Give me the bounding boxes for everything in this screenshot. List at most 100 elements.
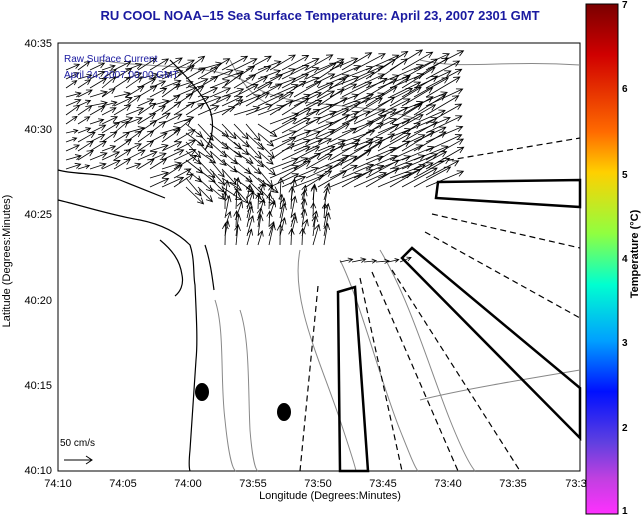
current-arrow	[323, 211, 331, 237]
current-arrow	[101, 69, 117, 80]
current-arrow	[401, 96, 434, 116]
current-arrow	[256, 213, 264, 237]
current-arrow	[65, 80, 78, 89]
current-arrow	[269, 68, 297, 80]
bathymetry-contours	[99, 59, 581, 472]
current-arrow	[413, 53, 450, 71]
current-arrow	[185, 78, 209, 89]
current-arrow	[137, 85, 158, 98]
current-arrow	[305, 153, 333, 170]
current-arrow	[101, 64, 116, 71]
current-arrow	[65, 63, 81, 71]
current-arrow	[233, 132, 250, 148]
current-arrow	[401, 104, 437, 125]
current-arrow	[317, 108, 350, 125]
current-arrow	[329, 93, 360, 107]
ytick-label: 40:20	[24, 295, 52, 307]
current-arrow	[401, 75, 439, 98]
colorbar-tick: 4	[622, 254, 628, 265]
annotation-line-1: Raw Surface Current	[64, 54, 158, 65]
current-arrow	[305, 170, 333, 188]
current-arrow	[300, 197, 308, 219]
current-arrow	[209, 132, 229, 150]
current-arrow	[65, 137, 78, 143]
current-arrow	[234, 223, 241, 246]
current-arrow	[197, 177, 214, 192]
current-arrow	[257, 93, 284, 107]
current-arrow	[269, 143, 295, 161]
current-arrow	[221, 99, 244, 116]
current-arrow	[401, 153, 438, 170]
current-arrow	[173, 173, 194, 188]
current-arrow	[281, 97, 310, 116]
current-arrow	[401, 145, 435, 161]
current-arrow	[101, 107, 117, 116]
current-arrow	[233, 188, 240, 210]
current-arrow	[149, 143, 169, 152]
current-arrow	[101, 145, 117, 152]
current-arrow	[305, 138, 333, 152]
current-arrow	[257, 60, 282, 71]
current-arrow	[269, 130, 297, 143]
current-arrow	[89, 77, 108, 89]
current-arrow	[125, 85, 145, 98]
current-arrow	[113, 96, 133, 107]
current-arrow	[293, 67, 320, 80]
current-arrow	[77, 140, 94, 152]
current-arrow	[317, 143, 346, 161]
colorbar-label: Temperature (°C)	[629, 209, 641, 299]
current-arrow	[413, 131, 447, 152]
current-arrow	[353, 172, 387, 188]
current-arrow	[257, 69, 282, 80]
xtick-label: 73:45	[369, 478, 397, 490]
current-arrow	[279, 197, 287, 219]
current-arrow	[101, 76, 117, 89]
current-arrow	[323, 202, 331, 228]
current-arrow	[281, 65, 310, 80]
current-arrow	[269, 118, 298, 134]
current-arrow	[233, 177, 255, 193]
current-vectors	[65, 49, 465, 264]
current-arrow	[353, 141, 383, 161]
current-arrow	[101, 151, 121, 161]
current-arrow	[65, 72, 80, 80]
x-axis-label: Longitude (Degrees:Minutes)	[259, 490, 401, 502]
current-arrow	[279, 202, 287, 228]
current-arrow	[197, 123, 214, 142]
current-arrow	[89, 90, 108, 98]
current-arrow	[173, 154, 198, 170]
xtick-label: 74:10	[44, 478, 72, 490]
current-arrow	[245, 55, 272, 71]
current-arrow	[281, 118, 311, 134]
current-arrow	[77, 105, 93, 116]
current-arrow	[413, 166, 452, 188]
current-arrow	[173, 168, 192, 179]
current-arrow	[125, 116, 143, 125]
current-arrow	[329, 142, 360, 161]
current-arrow	[305, 165, 333, 179]
current-arrow	[269, 157, 299, 170]
current-arrow	[173, 80, 194, 89]
current-arrow	[353, 97, 383, 116]
current-arrow	[329, 127, 358, 143]
current-arrow	[365, 167, 400, 188]
current-arrow	[365, 58, 396, 80]
current-arrow	[113, 138, 132, 152]
current-arrow	[317, 114, 350, 134]
current-arrow	[317, 88, 345, 107]
current-arrow	[149, 170, 169, 179]
current-arrow	[377, 98, 411, 116]
current-arrow	[281, 73, 310, 89]
current-arrow	[221, 186, 243, 201]
current-arrow	[341, 93, 375, 107]
current-arrow	[233, 84, 259, 98]
current-arrow	[185, 177, 202, 197]
current-arrow	[149, 158, 168, 170]
current-arrow	[339, 257, 354, 263]
current-arrow	[149, 71, 172, 80]
xtick-label: 73:3	[565, 478, 587, 490]
current-arrow	[221, 159, 238, 173]
current-arrow	[257, 177, 279, 194]
current-arrow	[65, 154, 82, 161]
